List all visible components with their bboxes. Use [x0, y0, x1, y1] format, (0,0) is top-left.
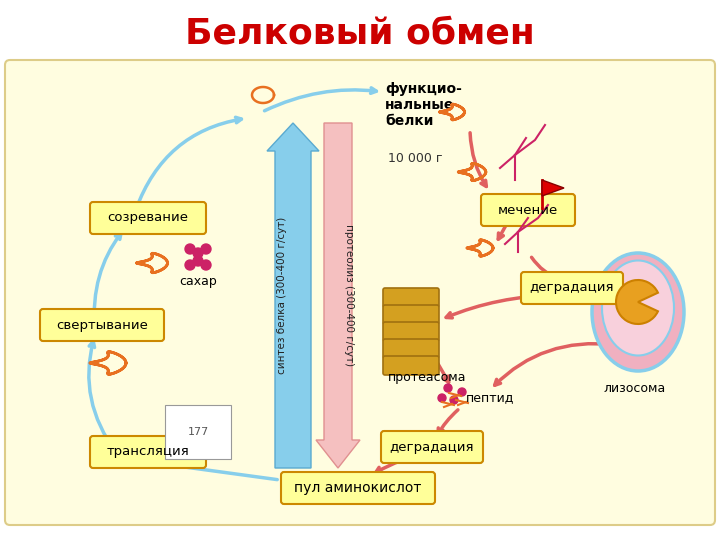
- FancyBboxPatch shape: [5, 60, 715, 525]
- FancyBboxPatch shape: [281, 472, 435, 504]
- Text: 10 000 г: 10 000 г: [388, 152, 443, 165]
- Text: созревание: созревание: [107, 212, 189, 225]
- Circle shape: [193, 248, 203, 258]
- Circle shape: [185, 260, 195, 270]
- FancyBboxPatch shape: [40, 309, 164, 341]
- Wedge shape: [616, 280, 658, 324]
- Ellipse shape: [592, 253, 684, 371]
- Circle shape: [201, 260, 211, 270]
- Circle shape: [458, 388, 466, 396]
- Text: синтез белка (300-400 г/сут): синтез белка (300-400 г/сут): [277, 217, 287, 374]
- Text: деградация: деградация: [390, 441, 474, 454]
- Polygon shape: [542, 180, 564, 196]
- FancyBboxPatch shape: [90, 202, 206, 234]
- Text: лизосома: лизосома: [604, 381, 666, 395]
- Circle shape: [193, 256, 203, 266]
- Text: мечение: мечение: [498, 204, 558, 217]
- Text: протеасома: протеасома: [388, 372, 467, 384]
- Text: сахар: сахар: [179, 275, 217, 288]
- Circle shape: [438, 394, 446, 402]
- Text: пул аминокислот: пул аминокислот: [294, 481, 422, 495]
- FancyArrow shape: [267, 123, 319, 468]
- FancyArrow shape: [316, 123, 360, 468]
- Text: функцио-
нальные
белки: функцио- нальные белки: [385, 82, 462, 128]
- Circle shape: [201, 244, 211, 254]
- FancyBboxPatch shape: [521, 272, 623, 304]
- Circle shape: [450, 396, 458, 404]
- FancyBboxPatch shape: [383, 322, 439, 341]
- Text: 177: 177: [187, 427, 209, 437]
- Circle shape: [185, 244, 195, 254]
- Text: Белковый обмен: Белковый обмен: [185, 16, 535, 50]
- Text: деградация: деградация: [530, 281, 614, 294]
- FancyBboxPatch shape: [383, 305, 439, 324]
- FancyBboxPatch shape: [90, 436, 206, 468]
- Circle shape: [444, 384, 452, 392]
- Text: трансляция: трансляция: [107, 446, 189, 458]
- FancyBboxPatch shape: [383, 288, 439, 307]
- Ellipse shape: [602, 260, 674, 355]
- FancyBboxPatch shape: [381, 431, 483, 463]
- Text: пептид: пептид: [466, 392, 514, 404]
- Text: свертывание: свертывание: [56, 319, 148, 332]
- FancyBboxPatch shape: [481, 194, 575, 226]
- Text: протеолиз (300-400 г/сут): протеолиз (300-400 г/сут): [344, 224, 354, 366]
- FancyBboxPatch shape: [383, 356, 439, 375]
- FancyBboxPatch shape: [383, 339, 439, 358]
